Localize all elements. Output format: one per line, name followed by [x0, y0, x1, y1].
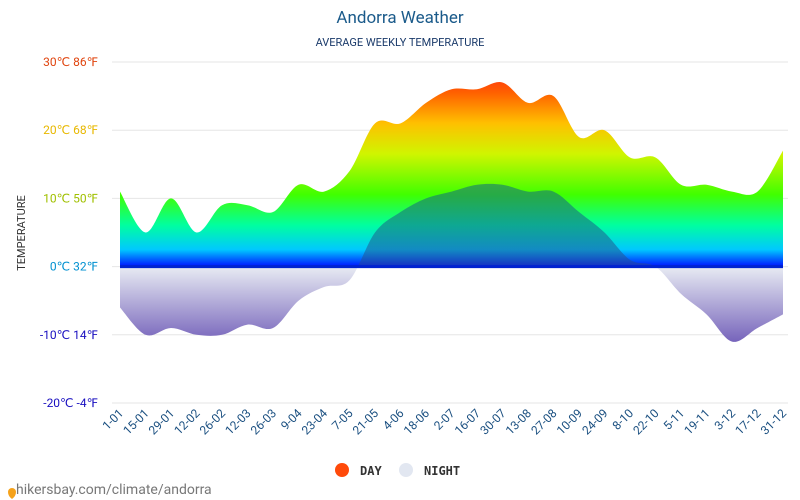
legend-swatch — [335, 463, 349, 477]
area-0 — [120, 82, 783, 267]
x-tick-label: 26-02 — [197, 406, 229, 438]
y-tick-label: 30℃ 86℉ — [43, 55, 98, 69]
x-tick-label: 29-01 — [146, 406, 177, 437]
x-tick-label: 26-03 — [248, 406, 279, 437]
x-tick-label: 16-07 — [452, 406, 484, 438]
y-tick-label: -20℃ -4℉ — [43, 396, 98, 410]
chart-title: Andorra Weather — [336, 8, 463, 28]
legend-swatch — [399, 463, 413, 477]
x-tick-label: 31-12 — [758, 406, 790, 438]
y-tick-label: 0℃ 32℉ — [50, 260, 98, 274]
x-tick-label: 30-07 — [477, 406, 509, 438]
y-tick-label: 10℃ 50℉ — [43, 191, 98, 205]
source: hikersbay.com/climate/andorra — [16, 482, 212, 498]
x-tick-label: 27-08 — [528, 406, 560, 438]
x-tick-label: 12-02 — [171, 406, 203, 438]
legend-label: DAY — [360, 464, 382, 478]
y-tick-label: 20℃ 68℉ — [43, 123, 98, 137]
x-tick-label: 17-12 — [732, 406, 764, 438]
x-tick-label: 19-11 — [681, 406, 712, 437]
x-tick-label: 24-09 — [579, 406, 610, 437]
x-tick-label: 22-10 — [630, 406, 662, 438]
x-tick-label: 21-05 — [350, 406, 382, 438]
x-tick-label: 13-08 — [503, 406, 535, 438]
x-tick-label: 15-01 — [120, 406, 151, 437]
legend-label: NIGHT — [424, 464, 460, 478]
x-tick-label: 23-04 — [299, 406, 331, 438]
area-1 — [120, 183, 783, 342]
x-tick-label: 10-09 — [554, 406, 585, 437]
x-tick-label: 18-06 — [401, 406, 433, 438]
y-axis-label: TEMPERATURE — [15, 195, 28, 271]
x-tick-label: 12-03 — [222, 406, 253, 437]
chart-subtitle: AVERAGE WEEKLY TEMPERATURE — [316, 36, 485, 49]
y-tick-label: -10℃ 14℉ — [40, 328, 98, 342]
pin-icon — [8, 488, 16, 499]
